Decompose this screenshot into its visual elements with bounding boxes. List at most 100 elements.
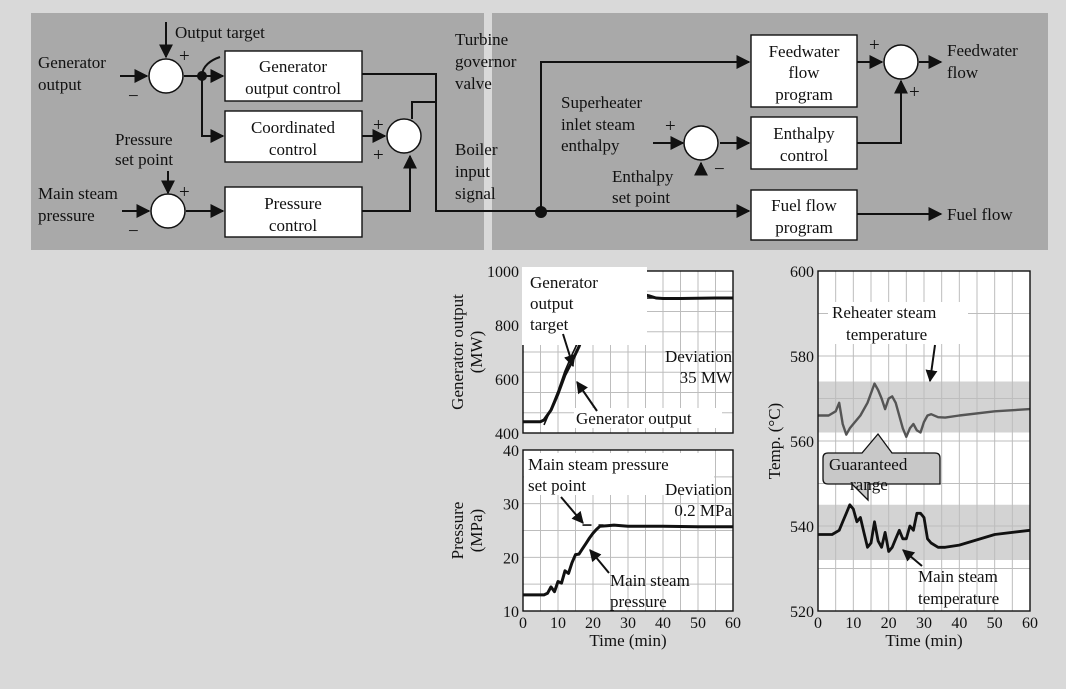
svg-text:Pressure: Pressure [264, 194, 322, 213]
svg-text:Fuel flow: Fuel flow [771, 196, 837, 215]
svg-text:set point: set point [115, 150, 173, 169]
annotation-target: Generator [530, 273, 598, 292]
svg-text:Feedwater: Feedwater [769, 42, 840, 61]
svg-text:governor: governor [455, 52, 517, 71]
y-tick-label: 1000 [487, 264, 519, 281]
annotation-main-steam-pressure: Main steam [610, 571, 690, 590]
svg-text:+: + [665, 116, 676, 137]
svg-text:control: control [269, 216, 317, 235]
superheater-inlet-label: Superheater [561, 93, 643, 112]
svg-text:output control: output control [245, 79, 341, 98]
summing-junction-coordination [386, 118, 422, 154]
diagram-labels: Generator output Output target Pressure … [38, 23, 1018, 225]
turbine-governor-valve-label: Turbine [455, 30, 508, 49]
svg-text:target: target [530, 315, 569, 334]
boiler-input-signal-label: Boiler [455, 140, 498, 159]
summing-junction-pressure [150, 193, 186, 229]
svg-text:enthalpy: enthalpy [561, 136, 620, 155]
svg-text:Enthalpy: Enthalpy [773, 124, 835, 143]
x-tick-label: 50 [987, 615, 1003, 632]
summing-junction-output [148, 58, 184, 94]
annotation-pressure-setpoint: Main steam pressure [528, 455, 669, 474]
series-main-steam-temperature [818, 503, 1031, 553]
control-block-diagram: Generator output control Coordinated con… [31, 13, 1048, 250]
diagram-gap [484, 13, 492, 250]
series-reheater-steam-temperature [818, 382, 1031, 438]
svg-text:+: + [373, 145, 384, 166]
feedwater-flow-program-block: Feedwater flow program [750, 34, 858, 108]
svg-text:+: + [909, 82, 920, 103]
chart-annotations: Generator output target Deviation 35 MW … [522, 267, 999, 611]
feedwater-flow-label: Feedwater [947, 41, 1018, 60]
guaranteed-range-callout [822, 432, 941, 502]
plot-frame [817, 270, 1031, 612]
pressure-control-block: Pressure control [224, 186, 363, 238]
x-axis-label: Time (min) [589, 631, 666, 650]
svg-text:control: control [780, 146, 828, 165]
svg-text:temperature: temperature [846, 325, 927, 344]
svg-text:35 MW: 35 MW [680, 368, 733, 387]
y-tick-label: 600 [790, 264, 814, 281]
y-axis-label: Pressure [448, 502, 467, 560]
svg-text:control: control [269, 140, 317, 159]
annotation-main-steam-temp: Main steam [918, 567, 998, 586]
x-tick-label: 60 [1022, 615, 1038, 632]
svg-text:pressure: pressure [610, 592, 667, 611]
x-axis-label: Time (min) [885, 631, 962, 650]
y-axis-label: (MW) [467, 331, 486, 373]
annotation-deviation-mw: Deviation [665, 347, 733, 366]
svg-text:pressure: pressure [38, 206, 95, 225]
y-axis-label: Generator output [448, 294, 467, 410]
svg-text:flow: flow [947, 63, 979, 82]
x-tick-label: 0 [519, 615, 527, 632]
generator-output-label: Generator [38, 53, 106, 72]
svg-text:inlet steam: inlet steam [561, 115, 635, 134]
annotation-deviation-mpa: Deviation [665, 480, 733, 499]
y-tick-label: 40 [503, 443, 519, 460]
svg-text:program: program [775, 218, 833, 237]
y-tick-label: 580 [790, 349, 814, 366]
y-tick-label: 20 [503, 550, 519, 567]
x-tick-label: 0 [814, 615, 822, 632]
svg-text:Coordinated: Coordinated [251, 118, 336, 137]
svg-text:signal: signal [455, 184, 496, 203]
output-target-label: Output target [175, 23, 265, 42]
x-tick-label: 60 [725, 615, 741, 632]
annotation-guaranteed: Guaranteed [829, 455, 908, 474]
svg-text:output: output [530, 294, 574, 313]
svg-text:set point: set point [612, 188, 670, 207]
x-tick-label: 50 [690, 615, 706, 632]
x-tick-label: 10 [845, 615, 861, 632]
svg-text:program: program [775, 85, 833, 104]
signal-lines [120, 22, 943, 221]
plot-frame [522, 449, 734, 612]
svg-text:input: input [455, 162, 490, 181]
y-tick-label: 520 [790, 604, 814, 621]
fuel-flow-label: Fuel flow [947, 205, 1013, 224]
svg-text:+: + [373, 115, 384, 136]
svg-text:+: + [179, 46, 190, 67]
x-tick-label: 30 [620, 615, 636, 632]
svg-text:−: − [128, 221, 139, 242]
main-steam-pressure-label: Main steam [38, 184, 118, 203]
summing-junction-feedwater [883, 44, 919, 80]
svg-text:output: output [38, 75, 82, 94]
svg-text:valve: valve [455, 74, 492, 93]
svg-text:set point: set point [528, 476, 586, 495]
svg-text:Generator: Generator [259, 57, 327, 76]
x-tick-label: 40 [655, 615, 671, 632]
y-tick-label: 540 [790, 519, 814, 536]
y-tick-label: 30 [503, 497, 519, 514]
generator-output-control-block: Generator output control [224, 50, 363, 102]
enthalpy-set-point-label: Enthalpy [612, 167, 674, 186]
x-tick-label: 10 [550, 615, 566, 632]
svg-text:0.2 MPa: 0.2 MPa [674, 501, 732, 520]
y-tick-label: 10 [503, 604, 519, 621]
svg-text:−: − [714, 159, 725, 180]
annotation-reheater: Reheater steam [832, 303, 936, 322]
y-axis-label: Temp. (°C) [765, 403, 784, 479]
annotation-generator-output: Generator output [576, 409, 692, 428]
